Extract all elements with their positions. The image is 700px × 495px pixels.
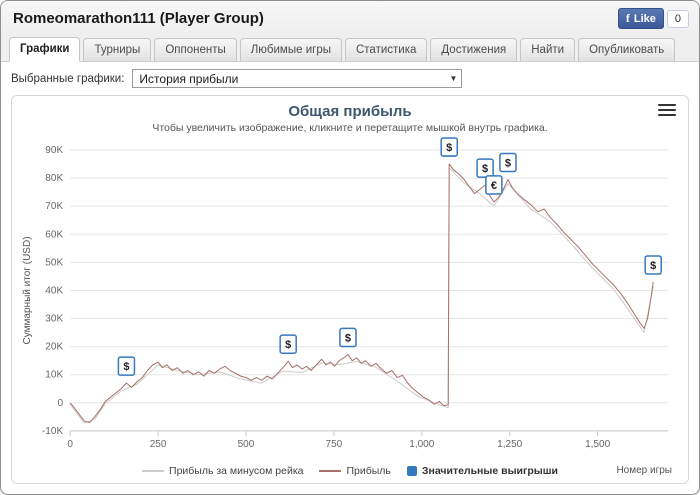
y-tick-label: 80K bbox=[45, 173, 63, 184]
graph-type-select[interactable]: История прибыли ▼ bbox=[132, 69, 463, 88]
x-axis-label: Номер игры bbox=[616, 465, 672, 476]
win-marker[interactable]: $ bbox=[440, 137, 459, 157]
win-marker[interactable]: $ bbox=[117, 356, 136, 376]
win-marker-symbol: $ bbox=[285, 339, 291, 351]
series-line-1 bbox=[69, 163, 654, 423]
tab-achievements[interactable]: Достижения bbox=[430, 38, 518, 61]
graph-select-label: Выбранные графики: bbox=[11, 72, 125, 85]
win-marker[interactable]: € bbox=[485, 175, 503, 195]
win-marker-symbol: € bbox=[491, 180, 497, 192]
legend-item-rake[interactable]: Прибыль за минусом рейка bbox=[142, 465, 303, 477]
y-tick-label: -10K bbox=[42, 426, 63, 437]
legend-label-rake: Прибыль за минусом рейка bbox=[169, 465, 304, 477]
win-marker-box bbox=[440, 137, 459, 157]
y-tick-label: 20K bbox=[45, 342, 63, 353]
chart-legend: Прибыль за минусом рейка Прибыль Значите… bbox=[12, 465, 688, 477]
fb-like-widget: f Like 0 bbox=[617, 8, 689, 29]
legend-label-big-wins: Значительные выигрыши bbox=[421, 465, 558, 477]
y-tick-label: 70K bbox=[45, 201, 63, 212]
series-line-0 bbox=[69, 166, 654, 424]
tab-bar: Графики Турниры Оппоненты Любимые игры С… bbox=[1, 33, 699, 62]
win-marker[interactable]: $ bbox=[644, 255, 662, 275]
tab-find[interactable]: Найти bbox=[520, 38, 576, 61]
win-marker-symbol: $ bbox=[123, 361, 129, 373]
win-marker-symbol: $ bbox=[505, 157, 511, 169]
legend-item-big-wins[interactable]: Значительные выигрыши bbox=[406, 465, 558, 477]
tab-favorite-games[interactable]: Любимые игры bbox=[239, 38, 342, 61]
y-tick-label: 50K bbox=[45, 257, 63, 268]
win-marker-box bbox=[279, 334, 297, 354]
tab-tournaments[interactable]: Турниры bbox=[83, 38, 152, 61]
graph-type-selected-value: История прибыли bbox=[139, 71, 239, 86]
fb-like-count: 0 bbox=[666, 9, 689, 28]
fb-like-label: Like bbox=[633, 12, 656, 25]
win-marker[interactable]: $ bbox=[339, 327, 357, 348]
tab-publish[interactable]: Опубликовать bbox=[578, 38, 676, 61]
x-tick-label: 750 bbox=[326, 439, 343, 450]
chart-title: Общая прибыль bbox=[288, 103, 412, 120]
win-marker-symbol: $ bbox=[650, 260, 656, 272]
x-tick-label: 1,000 bbox=[409, 439, 434, 450]
x-tick-label: 500 bbox=[238, 439, 255, 450]
win-marker-symbol: $ bbox=[446, 142, 452, 154]
y-axis-label: Суммарный итог (USD) bbox=[22, 236, 33, 344]
legend-item-profit[interactable]: Прибыль bbox=[319, 465, 391, 477]
legend-label-profit: Прибыль bbox=[346, 465, 391, 477]
plot-area: -10K 0 10K 20K 30K 40K 50K 60K 70K 80K 90K 0 250 500 7… bbox=[42, 137, 668, 450]
win-marker-box bbox=[644, 255, 662, 275]
win-marker-box bbox=[499, 152, 517, 173]
chart-panel: Общая прибыль Чтобы увеличить изображени… bbox=[11, 95, 689, 484]
profit-chart[interactable]: Суммарный итог (USD) -10K 0 10K 20K 30K 40K 50… bbox=[18, 136, 682, 453]
win-marker[interactable]: $ bbox=[279, 334, 297, 354]
x-tick-label: 250 bbox=[150, 439, 167, 450]
win-marker-box bbox=[476, 158, 494, 178]
big-wins-swatch bbox=[406, 466, 417, 476]
profit-line-swatch bbox=[319, 470, 342, 472]
x-tick-label: 1,500 bbox=[585, 439, 610, 450]
y-tick-label: 0 bbox=[58, 398, 64, 409]
chevron-down-icon: ▼ bbox=[449, 74, 458, 83]
facebook-icon: f bbox=[625, 11, 630, 25]
y-tick-label: 40K bbox=[45, 285, 63, 296]
tab-statistics[interactable]: Статистика bbox=[344, 38, 428, 61]
header: Romeomarathon111 (Player Group) f Like 0 bbox=[1, 1, 699, 33]
graph-toolbar: Выбранные графики: История прибыли ▼ bbox=[1, 62, 699, 95]
y-tick-label: 90K bbox=[45, 145, 63, 156]
x-tick-label: 1,250 bbox=[497, 439, 522, 450]
x-tick-label: 0 bbox=[67, 439, 73, 450]
y-tick-label: 60K bbox=[45, 229, 63, 240]
tab-graphs[interactable]: Графики bbox=[9, 37, 81, 62]
tab-opponents[interactable]: Оппоненты bbox=[154, 38, 237, 61]
page-title: Romeomarathon111 (Player Group) bbox=[13, 10, 264, 27]
chart-subtitle: Чтобы увеличить изображение, кликните и … bbox=[152, 122, 548, 134]
fb-like-button[interactable]: f Like bbox=[617, 8, 664, 29]
win-marker-box bbox=[485, 175, 503, 195]
chart-menu-button[interactable] bbox=[658, 104, 676, 116]
win-marker-symbol: $ bbox=[482, 163, 488, 175]
win-marker[interactable]: $ bbox=[499, 152, 517, 173]
y-tick-label: 30K bbox=[45, 314, 63, 325]
win-marker-symbol: $ bbox=[345, 332, 351, 344]
y-tick-label: 10K bbox=[45, 370, 63, 381]
rake-line-swatch bbox=[142, 470, 165, 472]
win-marker-box bbox=[339, 327, 357, 348]
win-marker-box bbox=[117, 356, 136, 376]
win-marker[interactable]: $ bbox=[476, 158, 494, 178]
